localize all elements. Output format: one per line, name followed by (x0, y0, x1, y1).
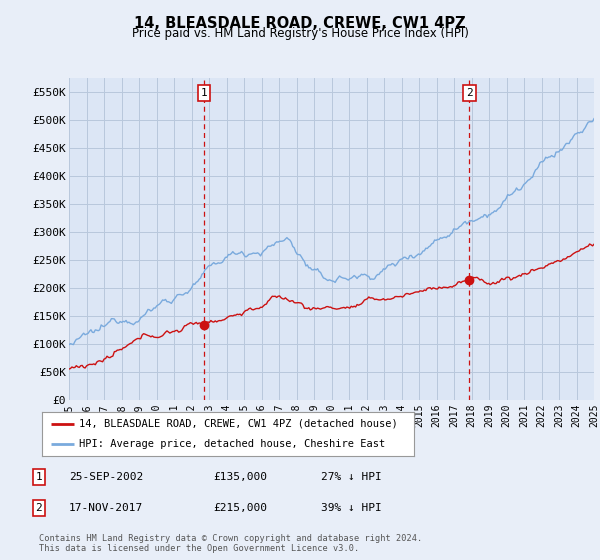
Text: 14, BLEASDALE ROAD, CREWE, CW1 4PZ (detached house): 14, BLEASDALE ROAD, CREWE, CW1 4PZ (deta… (79, 419, 398, 429)
Text: 2: 2 (35, 503, 43, 513)
Text: Contains HM Land Registry data © Crown copyright and database right 2024.
This d: Contains HM Land Registry data © Crown c… (39, 534, 422, 553)
Text: 14, BLEASDALE ROAD, CREWE, CW1 4PZ: 14, BLEASDALE ROAD, CREWE, CW1 4PZ (134, 16, 466, 31)
Text: 17-NOV-2017: 17-NOV-2017 (69, 503, 143, 513)
Text: 27% ↓ HPI: 27% ↓ HPI (321, 472, 382, 482)
Text: £135,000: £135,000 (213, 472, 267, 482)
Text: £215,000: £215,000 (213, 503, 267, 513)
Text: HPI: Average price, detached house, Cheshire East: HPI: Average price, detached house, Ches… (79, 439, 385, 449)
Text: 1: 1 (201, 88, 208, 98)
Text: 1: 1 (35, 472, 43, 482)
Text: 2: 2 (466, 88, 473, 98)
Text: 39% ↓ HPI: 39% ↓ HPI (321, 503, 382, 513)
Text: 25-SEP-2002: 25-SEP-2002 (69, 472, 143, 482)
Text: Price paid vs. HM Land Registry's House Price Index (HPI): Price paid vs. HM Land Registry's House … (131, 27, 469, 40)
